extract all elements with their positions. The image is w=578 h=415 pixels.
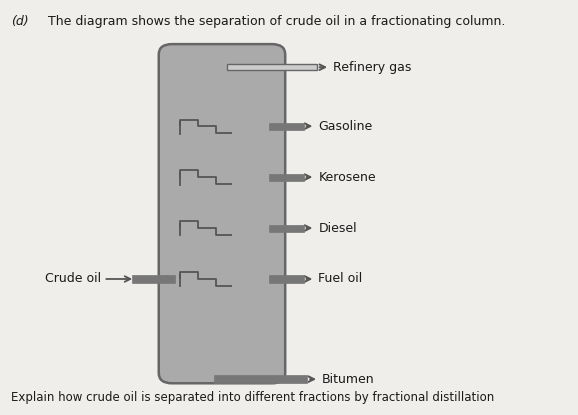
Text: Refinery gas: Refinery gas xyxy=(332,61,411,74)
Bar xyxy=(227,64,317,70)
Bar xyxy=(269,276,303,283)
Text: Gasoline: Gasoline xyxy=(318,120,373,133)
Text: Bitumen: Bitumen xyxy=(322,373,375,386)
Text: The diagram shows the separation of crude oil in a fractionating column.: The diagram shows the separation of crud… xyxy=(48,15,506,28)
Text: Explain how crude oil is separated into different fractions by fractional distil: Explain how crude oil is separated into … xyxy=(11,391,495,404)
Bar xyxy=(132,276,175,283)
Text: (d): (d) xyxy=(11,15,29,28)
Text: Crude oil: Crude oil xyxy=(45,273,101,286)
Bar xyxy=(269,173,303,181)
Text: Fuel oil: Fuel oil xyxy=(318,273,362,286)
Bar xyxy=(214,376,307,383)
Text: Diesel: Diesel xyxy=(318,222,357,234)
Text: Kerosene: Kerosene xyxy=(318,171,376,183)
Bar xyxy=(269,225,303,232)
FancyBboxPatch shape xyxy=(159,44,285,383)
Bar xyxy=(269,122,303,129)
